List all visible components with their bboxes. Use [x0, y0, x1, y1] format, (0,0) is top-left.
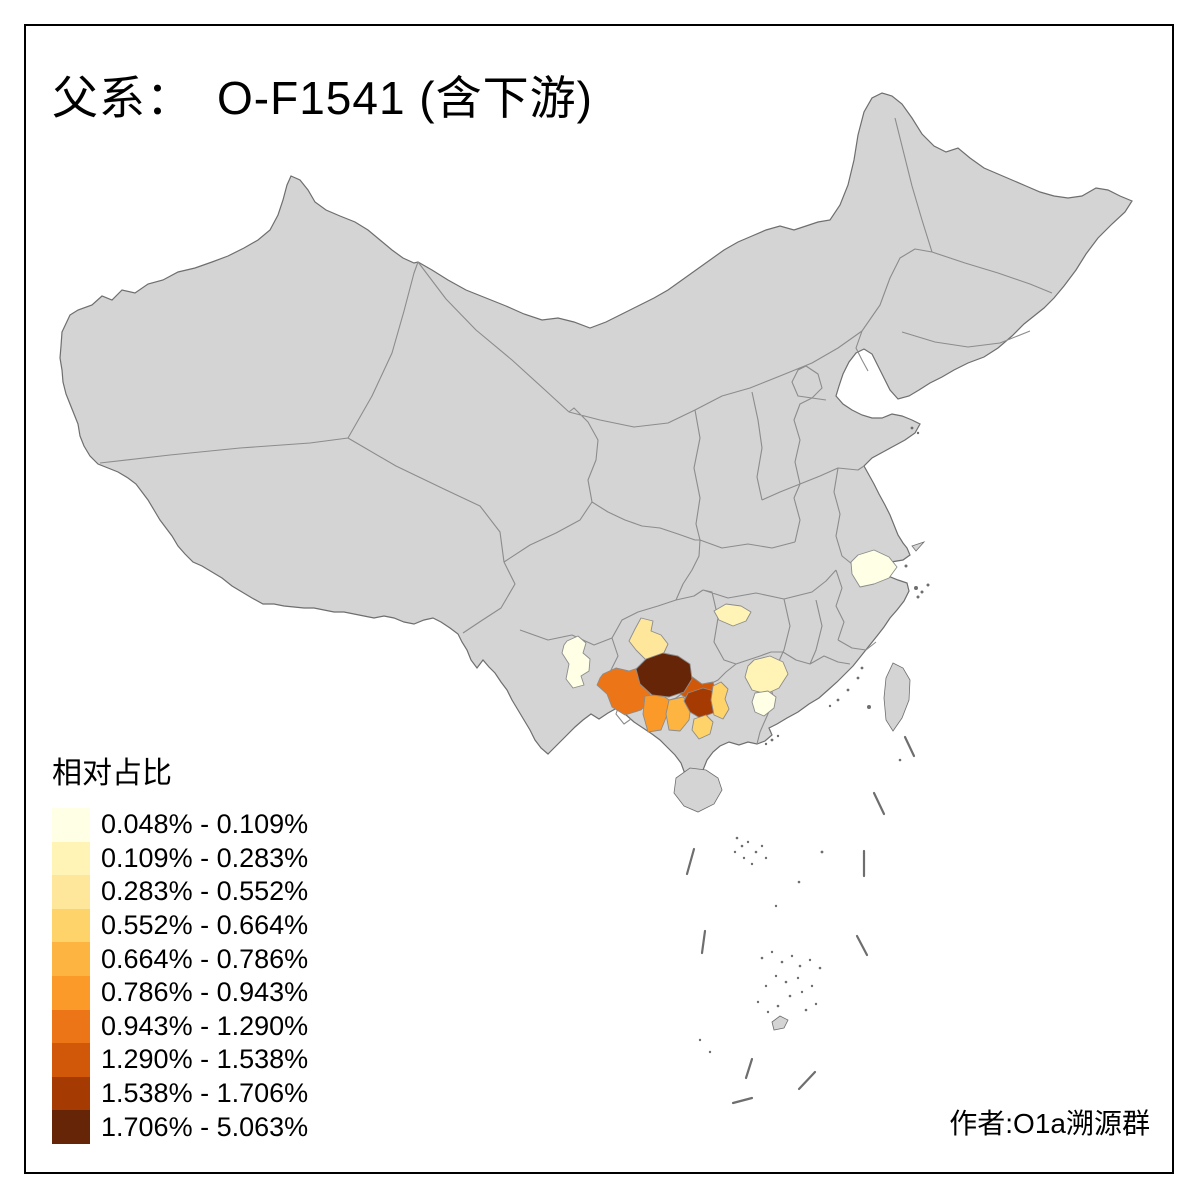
colored-regions: [561, 549, 898, 740]
legend-label-5: 0.664% - 0.786%: [101, 943, 309, 974]
legend-swatch-6: [52, 975, 90, 1010]
legend-row-3: 0.283% - 0.552%: [52, 875, 308, 909]
legend-label-3: 0.283% - 0.552%: [101, 876, 309, 907]
legend-swatch-7: [52, 1009, 90, 1044]
nine-dash-line: [685, 735, 916, 1105]
legend-row-5: 0.664% - 0.786%: [52, 942, 308, 976]
legend-swatch-1: [52, 808, 90, 842]
legend-label-4: 0.552% - 0.664%: [101, 910, 309, 941]
page-title: 父系： O-F1541 (含下游): [52, 62, 593, 128]
hainan-island: [673, 767, 723, 813]
region-west-hunan: [713, 603, 752, 627]
legend-row-4: 0.552% - 0.664%: [52, 908, 309, 943]
region-south-guangxi: [665, 696, 692, 732]
title-label: 父系：: [52, 72, 193, 124]
legend-label-1: 0.048% - 0.109%: [101, 809, 309, 840]
legend-label-7: 0.943% - 1.290%: [101, 1010, 309, 1041]
china-mainland-shape: [59, 92, 1133, 794]
region-central-guangxi: [683, 687, 719, 719]
legend-swatch-3: [52, 875, 90, 909]
legend-row-6: 0.786% - 0.943%: [52, 975, 309, 1010]
taiwan-island: [883, 662, 911, 732]
region-north-zhejiang: [850, 549, 898, 588]
islands: [673, 426, 930, 1054]
legend-label-9: 1.538% - 1.706%: [101, 1078, 309, 1109]
region-northeast-guangxi: [710, 681, 730, 720]
legend-swatch-9: [52, 1076, 90, 1111]
legend-row-10: 1.706% - 5.063%: [52, 1110, 308, 1144]
legend-row-2: 0.109% - 0.283%: [52, 841, 309, 876]
chongming-island: [911, 541, 926, 552]
legend-label-6: 0.786% - 0.943%: [101, 977, 309, 1008]
legend-row-8: 1.290% - 1.538%: [52, 1043, 308, 1077]
legend-row-9: 1.538% - 1.706%: [52, 1076, 309, 1111]
region-yunfu-west-guangdong: [751, 690, 777, 717]
legend-swatch-5: [52, 942, 90, 976]
legend-swatch-4: [52, 908, 90, 943]
title-haplogroup: O-F1541 (含下游): [217, 72, 593, 124]
legend-title: 相对占比: [52, 757, 172, 790]
legend-label-10: 1.706% - 5.063%: [101, 1111, 309, 1142]
legend-swatch-8: [52, 1043, 90, 1077]
legend-label-2: 0.109% - 0.283%: [101, 842, 309, 873]
region-south-sichuan-liangshan: [561, 635, 591, 689]
legend-row-1: 0.048% - 0.109%: [52, 808, 308, 842]
legend-label-8: 1.290% - 1.538%: [101, 1044, 309, 1075]
legend-swatch-2: [52, 841, 90, 876]
legend-swatch-10: [52, 1110, 90, 1144]
legend: 相对占比 0.048% - 0.109% 0.109% - 0.283% 0.283…: [52, 748, 308, 1144]
reef-blob: [771, 1015, 789, 1031]
region-southeast-guangxi: [691, 714, 714, 740]
author-credit: 作者:O1a溯源群: [949, 1108, 1150, 1139]
legend-rows: 0.048% - 0.109% 0.109% - 0.283% 0.283% - 0…: [52, 808, 308, 1144]
region-southwest-guizhou: [635, 652, 693, 698]
legend-row-7: 0.943% - 1.290%: [52, 1009, 309, 1044]
region-wuzhou-zhaoqing: [744, 655, 789, 695]
